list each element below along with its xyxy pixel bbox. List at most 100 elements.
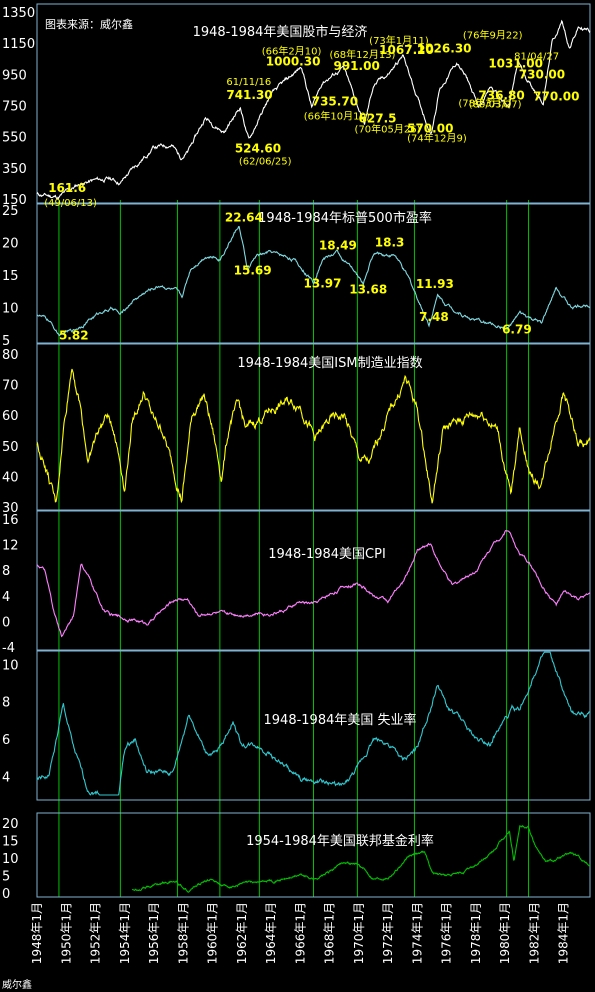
stock-annotation-label: (66年10月10)	[304, 110, 370, 123]
pe-y-tick-label: 10	[2, 302, 19, 317]
x-tick-label: 1968年1月	[323, 902, 337, 964]
stock-annotation-label: (76年9月22)	[463, 28, 523, 41]
stock-annotation-label: 61/11/16	[226, 77, 271, 88]
stock-annotation-label: 1067.20	[379, 43, 434, 57]
stock-annotation-label: (62/06/25)	[239, 157, 292, 168]
stock-annotation-label: 770.00	[533, 89, 579, 103]
fedfunds-y-tick-label: 0	[2, 887, 10, 902]
pe-annotation-label: 5.82	[59, 329, 89, 343]
stock-annotation-label: 736.80	[478, 89, 524, 103]
fedfunds-panel-title: 1954-1984年美国联邦基金利率	[246, 833, 434, 849]
x-tick-label: 1948年1月	[30, 902, 44, 964]
stock-y-tick-label: 1150	[2, 37, 35, 52]
stock-annotation-label: (49/06/13)	[44, 198, 97, 209]
source-label: 图表来源：威尔鑫	[45, 17, 133, 31]
x-tick-label: 1952年1月	[89, 902, 103, 964]
ism-y-tick-label: 50	[2, 440, 19, 455]
cpi-y-tick-label: 0	[2, 615, 10, 630]
ism-y-tick-label: 30	[2, 501, 19, 516]
cpi-y-tick-label: 16	[2, 513, 19, 528]
stock-annotation-label: 161.6	[48, 181, 86, 195]
pe-series-line	[36, 226, 591, 337]
cpi-panel-frame	[36, 510, 591, 651]
x-tick-label: 1956年1月	[147, 902, 161, 964]
stock-annotation-label: (66年2月10)	[262, 44, 322, 57]
x-axis-tick-labels: 1948年1月 1950年1月 1952年1月 1954年1月 1956年1月 1958年…	[30, 902, 571, 964]
unemployment-y-tick-label: 6	[2, 733, 10, 748]
pe-annotation-label: 15.69	[234, 264, 272, 278]
fedfunds-y-tick-label: 20	[2, 817, 19, 832]
unemployment-series-line	[36, 651, 591, 796]
pe-y-tick-label: 20	[2, 237, 19, 252]
cpi-y-tick-label: 4	[2, 590, 10, 605]
x-tick-label: 1970年1月	[352, 902, 366, 964]
fedfunds-y-tick-label: 5	[2, 870, 10, 885]
stock-y-tick-label: 150	[2, 193, 27, 208]
stock-annotation-label: 1000.30	[266, 54, 321, 68]
stock-annotation-label: 735.70	[312, 95, 358, 109]
ism-y-tick-label: 80	[2, 348, 19, 363]
pe-y-tick-label: 5	[2, 334, 10, 349]
y-axis-tick-labels: 1503505507509501150135051015202530405060…	[2, 6, 35, 902]
ism-y-tick-label: 70	[2, 379, 19, 394]
pe-annotation-label: 18.49	[319, 238, 357, 252]
fedfunds-y-tick-label: 15	[2, 835, 19, 850]
stock-annotation-label: 81/04/27	[514, 52, 559, 63]
stock-annotation-label: 730.00	[519, 68, 565, 82]
stock-annotation-label: (74年12月9)	[407, 132, 467, 145]
stock-series-line	[36, 19, 591, 200]
panel-titles: 1948-1984年美国股市与经济 1948-1984年标普500市盈率 1948-…	[193, 24, 434, 849]
stock-panel-frame	[36, 3, 591, 204]
pe-y-tick-label: 15	[2, 269, 19, 284]
ism-panel-title: 1948-1984美国ISM制造业指数	[237, 356, 422, 371]
x-tick-label: 1962年1月	[235, 902, 249, 964]
fedfunds-series-line	[132, 824, 590, 893]
stock-annotation-label: 570.00	[407, 122, 453, 136]
fedfunds-panel-frame	[36, 812, 591, 898]
x-tick-label: 1976年1月	[440, 902, 454, 964]
x-tick-label: 1966年1月	[293, 902, 307, 964]
x-tick-label: 1972年1月	[381, 902, 395, 964]
ism-y-tick-label: 60	[2, 409, 19, 424]
x-tick-label: 1984年1月	[557, 902, 571, 964]
stock-y-tick-label: 950	[2, 68, 27, 83]
unemployment-panel-frame	[36, 650, 591, 801]
stock-annotation-label: 1031.00	[488, 57, 543, 71]
series-lines	[36, 19, 591, 893]
x-tick-label: 1964年1月	[264, 902, 278, 964]
stock-annotation-label: 524.60	[235, 142, 281, 156]
unemployment-panel-title: 1948-1984年美国 失业率	[264, 712, 417, 728]
stock-y-tick-label: 550	[2, 131, 27, 146]
x-tick-label: 1958年1月	[176, 902, 190, 964]
pe-annotation-label: 13.68	[349, 283, 387, 297]
ism-y-tick-label: 40	[2, 470, 19, 485]
pe-annotation-label: 22.64	[225, 210, 263, 224]
stock-annotation-label: (73年1月11)	[369, 34, 429, 47]
unemployment-y-tick-label: 4	[2, 770, 10, 785]
cpi-y-tick-label: 12	[2, 539, 19, 554]
stock-y-tick-label: 1350	[2, 6, 35, 21]
stock-annotation-label: 627.5	[359, 112, 397, 126]
stock-annotation-label: (78年3月1)	[458, 97, 511, 110]
unemployment-y-tick-label: 8	[2, 696, 10, 711]
panel-frames	[36, 3, 591, 898]
pe-y-tick-label: 25	[2, 204, 19, 219]
stock-annotation-label: 991.00	[333, 59, 379, 73]
pe-annotation-label: 13.97	[304, 277, 342, 291]
stock-y-tick-label: 350	[2, 162, 27, 177]
cpi-y-tick-label: -4	[2, 641, 15, 656]
x-tick-label: 1974年1月	[410, 902, 424, 964]
stock-annotation-label: 741.30	[226, 88, 272, 102]
x-tick-label: 1960年1月	[206, 902, 220, 964]
ism-panel-frame	[36, 343, 591, 511]
cpi-y-tick-label: 8	[2, 564, 10, 579]
stock-annotation-label: 1026.30	[417, 41, 472, 55]
stock-y-tick-label: 750	[2, 100, 27, 115]
x-tick-label: 1982年1月	[527, 902, 541, 964]
cpi-panel-title: 1948-1984美国CPI	[268, 547, 386, 562]
stock-panel-title: 1948-1984年美国股市与经济	[193, 24, 368, 40]
pe-panel-frame	[36, 203, 591, 344]
ism-series-line	[36, 368, 591, 504]
